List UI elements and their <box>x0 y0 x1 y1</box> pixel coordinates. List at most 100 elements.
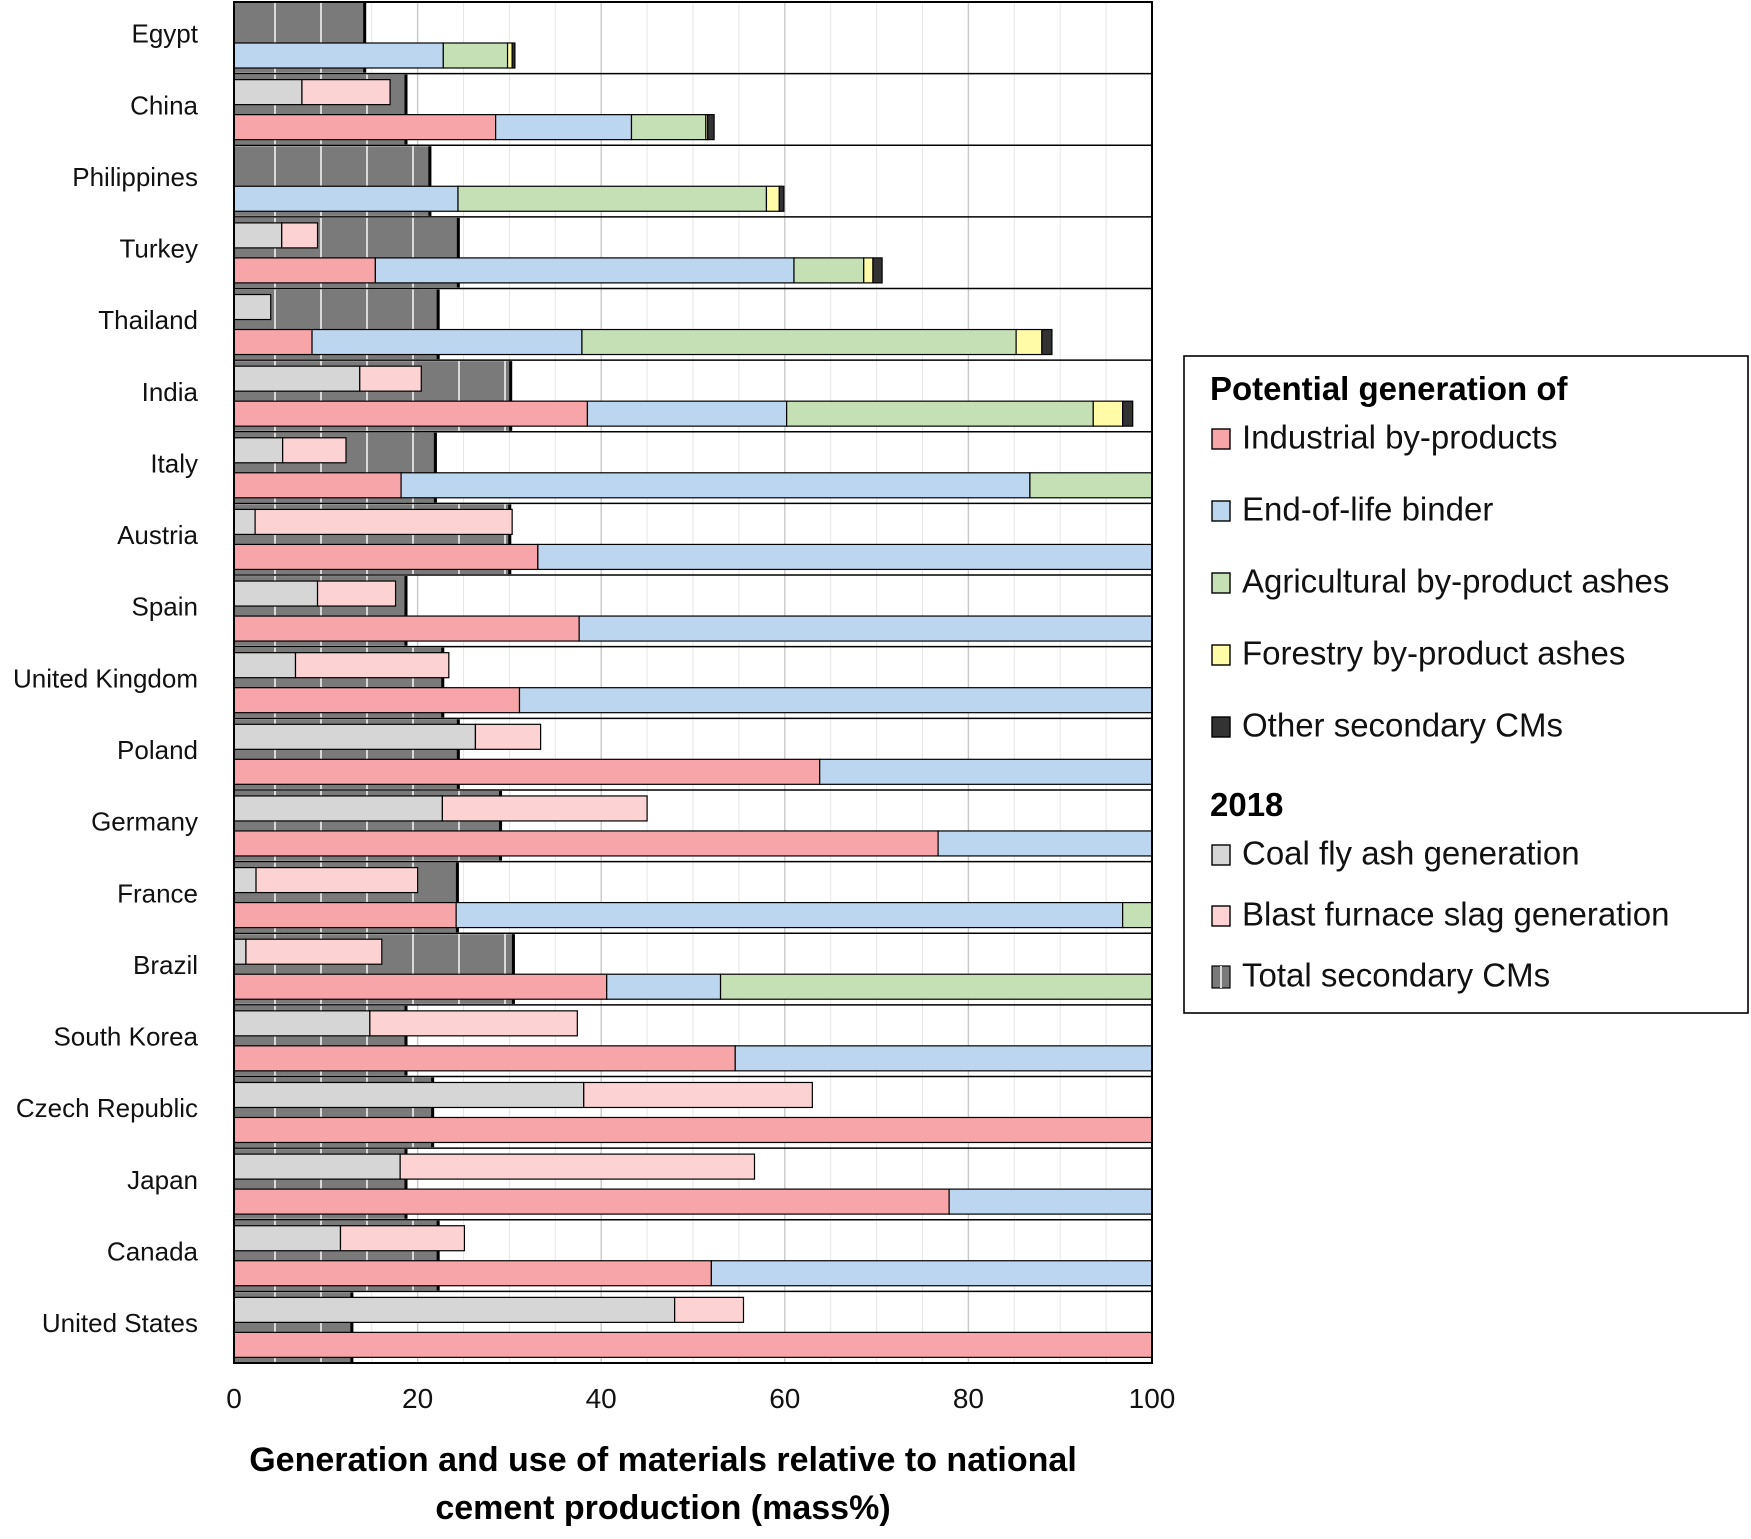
bar-eol-egypt <box>233 42 444 69</box>
legend-label-total-secondary-cms: Total secondary CMs <box>1242 957 1550 994</box>
bar-eol-japan <box>948 1188 1153 1215</box>
bar-slag-japan <box>399 1153 756 1180</box>
bar-coal-austria <box>233 508 256 536</box>
category-label-south-korea: South Korea <box>53 1022 198 1052</box>
bar-industrial-india <box>233 400 589 427</box>
row-austria <box>233 502 1153 575</box>
bar-eol-india <box>586 400 788 427</box>
bar-agri-france <box>1122 901 1153 929</box>
category-label-egypt: Egypt <box>132 19 199 49</box>
x-tick-label-100: 100 <box>1129 1383 1176 1414</box>
category-label-india: India <box>142 377 199 407</box>
bar-slag-czech-republic <box>583 1081 813 1109</box>
category-label-japan: Japan <box>127 1165 198 1195</box>
bar-eol-china <box>495 114 633 141</box>
legend-swatch-blast-furnace-slag-generation <box>1211 905 1231 927</box>
category-label-united-states: United States <box>42 1308 198 1338</box>
category-label-czech-republic: Czech Republic <box>16 1093 198 1123</box>
bar-eol-united-kingdom <box>518 687 1153 714</box>
legend-heading-2018: 2018 <box>1210 786 1283 823</box>
x-tick-label-80: 80 <box>953 1383 984 1414</box>
category-label-germany: Germany <box>91 807 198 837</box>
bar-total-end-united-states <box>350 1292 354 1362</box>
bar-industrial-brazil <box>233 973 608 1000</box>
bar-forestry-philippines <box>765 185 780 212</box>
x-tick-label-0: 0 <box>226 1383 242 1414</box>
bar-coal-turkey <box>233 222 283 249</box>
bar-industrial-thailand <box>233 328 313 356</box>
legend-label-industrial-by-products: Industrial by-products <box>1242 419 1557 456</box>
category-label-philippines: Philippines <box>72 162 198 192</box>
bar-industrial-italy <box>233 472 402 499</box>
bar-slag-india <box>359 365 422 392</box>
bar-forestry-india <box>1092 400 1124 427</box>
bar-other-india <box>1122 400 1134 427</box>
bar-total-end-turkey <box>456 217 460 288</box>
bar-eol-spain <box>578 615 1153 642</box>
bar-total-end-czech-republic <box>431 1077 435 1148</box>
bar-total-end-france <box>455 862 459 933</box>
x-tick-label-20: 20 <box>402 1383 433 1414</box>
bar-coal-thailand <box>233 293 272 321</box>
row-thailand <box>233 287 1152 360</box>
bar-slag-united-kingdom <box>294 652 450 679</box>
category-label-thailand: Thailand <box>98 305 198 335</box>
bar-agri-brazil <box>719 973 1153 1000</box>
bar-agri-turkey <box>793 257 865 284</box>
bar-total-end-poland <box>456 719 460 789</box>
bar-other-turkey <box>872 257 883 284</box>
bar-coal-brazil <box>233 938 247 965</box>
legend-swatch-coal-fly-ash-generation <box>1211 844 1231 866</box>
legend-label-blast-furnace-slag-generation: Blast furnace slag generation <box>1242 896 1669 933</box>
row-japan <box>233 1147 1153 1219</box>
bar-coal-canada <box>233 1225 342 1252</box>
bar-other-philippines <box>778 185 785 212</box>
bar-industrial-germany <box>233 830 939 857</box>
bar-slag-south-korea <box>369 1010 578 1037</box>
bar-total-end-austria <box>508 504 512 575</box>
row-china <box>233 72 1152 145</box>
bar-industrial-czech-republic <box>233 1116 1153 1144</box>
bar-coal-italy <box>233 437 284 464</box>
legend-swatch-agricultural-by-product-ashes <box>1211 572 1231 594</box>
bar-total-end-united-kingdom <box>441 647 445 718</box>
bar-industrial-canada <box>233 1260 712 1287</box>
bar-eol-turkey <box>374 257 795 284</box>
bar-eol-south-korea <box>734 1045 1153 1072</box>
bar-total-end-south-korea <box>404 1005 408 1076</box>
bar-forestry-thailand <box>1015 328 1043 356</box>
bar-industrial-united-states <box>233 1331 1153 1358</box>
bar-total-end-canada <box>436 1220 440 1291</box>
bar-industrial-turkey <box>233 257 376 284</box>
bar-total-end-japan <box>404 1149 408 1219</box>
legend-label-forestry-by-product-ashes: Forestry by-product ashes <box>1242 635 1625 672</box>
row-poland <box>233 717 1153 789</box>
bar-eol-italy <box>400 472 1031 499</box>
bar-industrial-united-kingdom <box>233 687 521 714</box>
row-south-korea <box>233 1004 1153 1076</box>
legend-label-end-of-life-binder: End-of-life binder <box>1242 491 1493 528</box>
bars <box>233 3 1153 1362</box>
bar-total-end-india <box>509 361 513 431</box>
bar-coal-united-kingdom <box>233 652 297 679</box>
bar-agri-china <box>630 114 707 141</box>
bar-coal-japan <box>233 1153 401 1180</box>
bar-other-china <box>707 114 715 141</box>
bar-eol-philippines <box>233 185 459 212</box>
row-philippines <box>233 144 1152 216</box>
bar-industrial-poland <box>233 758 821 785</box>
legend-label-other-secondary-cms: Other secondary CMs <box>1242 707 1563 744</box>
bar-agri-thailand <box>581 328 1017 356</box>
bar-slag-austria <box>254 508 513 536</box>
bar-coal-south-korea <box>233 1010 371 1037</box>
bar-total-end-brazil <box>511 934 515 1004</box>
bar-total-end-egypt <box>363 3 367 73</box>
bar-slag-germany <box>441 795 648 822</box>
bar-coal-spain <box>233 580 319 607</box>
bar-slag-france <box>255 866 419 894</box>
row-united-kingdom <box>233 645 1153 718</box>
bar-coal-united-states <box>233 1296 676 1323</box>
category-label-france: France <box>117 878 198 908</box>
